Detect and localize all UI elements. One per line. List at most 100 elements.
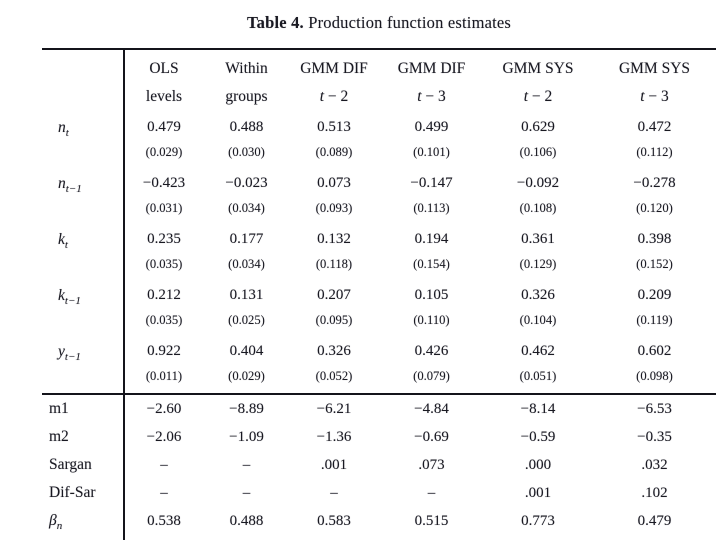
stderr-cell: (0.029) — [228, 369, 265, 383]
column-header-line1: GMM DIF — [300, 60, 368, 77]
stderr-cell: (0.104) — [519, 313, 557, 327]
stderr-cell: (0.035) — [145, 313, 183, 327]
row-label: nt — [58, 119, 69, 140]
estimates-table: OLS levels Within groups GMM DIF t − 2 GMM DIF… — [42, 48, 716, 540]
coefficient-cell: 0.073 — [317, 175, 351, 191]
stderr-cell: (0.120) — [636, 201, 673, 215]
row-label: Sargan — [49, 456, 92, 473]
row-label: βn — [49, 512, 63, 533]
stderr-cell: (0.154) — [413, 257, 450, 271]
diagnostic-row: m2 −2.06 −1.09 −1.36 −0.69 −0.59 −0.35 — [42, 423, 716, 451]
stderr-cell: (0.152) — [636, 257, 673, 271]
column-header-line1: Within — [225, 60, 268, 77]
row-label: Dif-Sar — [49, 484, 96, 501]
coefficient-cell: 0.235 — [147, 231, 181, 247]
diagnostic-row: βn 0.538 0.488 0.583 0.515 0.773 0.479 — [42, 507, 716, 535]
column-header: GMM DIF t − 2 — [288, 50, 380, 112]
column-header-line1: GMM SYS — [502, 60, 574, 77]
stderr-cell: (0.113) — [413, 201, 450, 215]
coefficient-cell: 0.922 — [147, 343, 181, 359]
diagnostic-cell: −0.59 — [520, 429, 556, 445]
column-header-line2: t − 3 — [640, 88, 669, 105]
coefficient-cell: −0.278 — [633, 175, 676, 191]
diagnostic-cell: −0.35 — [637, 429, 672, 445]
diagnostic-cell: −1.36 — [316, 429, 352, 445]
stderr-cell: (0.051) — [519, 369, 557, 383]
stderr-cell: (0.112) — [636, 145, 673, 159]
coefficient-cell: −0.147 — [410, 175, 453, 191]
diagnostic-row: m1 −2.60 −8.89 −6.21 −4.84 −8.14 −6.53 — [42, 395, 716, 423]
coefficient-cell: 0.404 — [229, 343, 264, 359]
diagnostic-cell: 0.538 — [147, 513, 181, 529]
diagnostic-cell: −1.09 — [229, 429, 264, 445]
stderr-cell: (0.118) — [315, 257, 353, 271]
diagnostic-cell: 0.773 — [521, 513, 555, 529]
stderr-cell: (0.034) — [228, 257, 265, 271]
stderr-cell: (0.011) — [145, 369, 183, 383]
diagnostic-cell: – — [242, 457, 251, 473]
table-caption: Production function estimates — [303, 13, 512, 32]
coefficient-cell: 0.194 — [414, 231, 449, 247]
coefficient-cell: 0.462 — [521, 343, 555, 359]
stub-empty-cell — [42, 141, 123, 168]
diagnostics-section: m1 −2.60 −8.89 −6.21 −4.84 −8.14 −6.53 m2 −2.06 −… — [42, 393, 716, 535]
diagnostic-cell: .001 — [320, 457, 348, 473]
stderr-row: (0.029) (0.030) (0.089) (0.101) (0.106) (0.11… — [42, 141, 716, 168]
stderr-cell: (0.101) — [413, 145, 450, 159]
coefficient-cell: −0.092 — [516, 175, 560, 191]
coefficient-row: nt−1 −0.423 −0.023 0.073 −0.147 −0.092 −0.278 — [42, 168, 716, 197]
diagnostic-row: Dif-Sar – – – – .001 .102 — [42, 479, 716, 507]
stderr-cell: (0.093) — [315, 201, 353, 215]
column-header: OLS levels — [123, 50, 205, 112]
row-label: m2 — [49, 428, 69, 445]
stub-empty-cell — [42, 50, 123, 112]
diagnostic-cell: .073 — [418, 457, 445, 473]
coefficient-cell: −0.423 — [142, 175, 186, 191]
stderr-cell: (0.110) — [413, 313, 450, 327]
diagnostic-cell: −6.21 — [316, 401, 352, 417]
diagnostic-cell: 0.479 — [637, 513, 672, 529]
diagnostic-cell: – — [427, 485, 436, 501]
coefficient-cell: 0.499 — [414, 119, 449, 135]
stderr-cell: (0.089) — [315, 145, 353, 159]
stderr-cell: (0.129) — [519, 257, 557, 271]
coefficient-cell: 0.426 — [414, 343, 449, 359]
coefficient-row: kt 0.235 0.177 0.132 0.194 0.361 0.398 — [42, 224, 716, 253]
diagnostic-row: Sargan – – .001 .073 .000 .032 — [42, 451, 716, 479]
coefficient-cell: 0.472 — [637, 119, 672, 135]
stderr-cell: (0.106) — [519, 145, 557, 159]
coefficient-cell: 0.132 — [317, 231, 351, 247]
column-header-line2: levels — [145, 88, 183, 105]
diagnostic-cell: 0.583 — [317, 513, 351, 529]
coefficient-cell: 0.177 — [229, 231, 264, 247]
column-header-line2: t − 3 — [417, 88, 446, 105]
stub-column-divider — [123, 50, 125, 540]
row-label: yt−1 — [58, 343, 81, 364]
diagnostic-cell: −8.14 — [520, 401, 556, 417]
coefficient-cell: 0.212 — [147, 287, 181, 303]
header-row: OLS levels Within groups GMM DIF t − 2 GMM DIF… — [42, 50, 716, 112]
stderr-cell: (0.030) — [228, 145, 265, 159]
diagnostic-cell: .032 — [641, 457, 668, 473]
stderr-cell: (0.079) — [413, 369, 450, 383]
coefficient-cell: 0.105 — [414, 287, 449, 303]
stderr-cell: (0.098) — [636, 369, 673, 383]
diagnostic-cell: −0.69 — [414, 429, 449, 445]
coefficient-cell: 0.488 — [229, 119, 264, 135]
diagnostic-cell: .001 — [524, 485, 552, 501]
stub-empty-cell — [42, 365, 123, 392]
diagnostic-cell: .102 — [641, 485, 668, 501]
stderr-cell: (0.108) — [519, 201, 557, 215]
coefficient-cell: 0.131 — [229, 287, 264, 303]
diagnostic-cell: – — [160, 457, 168, 473]
table-title: Table 4. Production function estimates — [42, 13, 716, 33]
stub-empty-cell — [42, 197, 123, 224]
diagnostic-cell: – — [330, 485, 338, 501]
diagnostic-cell: 0.515 — [414, 513, 449, 529]
diagnostic-cell: −2.06 — [146, 429, 182, 445]
stderr-row: (0.035) (0.034) (0.118) (0.154) (0.129) (0.15… — [42, 253, 716, 280]
coefficient-cell: 0.207 — [317, 287, 351, 303]
column-header-line2: groups — [225, 88, 268, 105]
column-header: GMM SYS t − 3 — [593, 50, 716, 112]
